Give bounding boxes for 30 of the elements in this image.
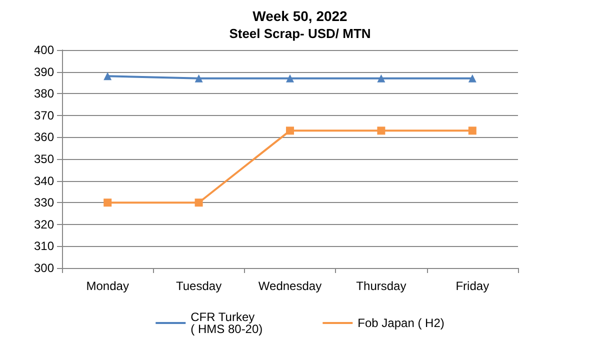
point [194,198,203,207]
y-tick-label: 340 [34,174,54,188]
x-tick-label: Wednesday [258,279,322,293]
point [468,126,476,135]
point [377,74,386,82]
point [286,126,294,135]
y-tick-label: 360 [34,130,54,144]
point [194,74,203,82]
point [104,198,112,207]
y-tick-label: 300 [34,261,54,275]
x-tick-label: Friday [456,279,490,293]
y-tick-label: 390 [34,64,54,79]
legend-label: Fob Japan ( H2) [358,316,444,330]
x-tick-label: Thursday [356,279,406,293]
y-tick-label: 400 [34,43,54,57]
y-tick-label: 310 [34,239,54,254]
point [377,126,386,135]
legend-label: CFR Turkey ( HMS 80-20) [190,310,263,336]
y-tick-label: 330 [34,196,54,210]
point [468,74,476,82]
x-tick-label: Monday [86,279,129,293]
y-tick-label: 350 [34,152,54,166]
point [286,74,294,82]
y-tick-label: 320 [34,217,54,232]
y-tick-label: 370 [34,108,54,122]
chart-subtitle: Steel Scrap- USD/ MTN [229,26,371,41]
y-tick-label: 380 [34,86,54,101]
point [104,72,112,80]
chart-title: Week 50, 2022 [252,8,348,24]
x-tick-label: Tuesday [176,279,222,293]
